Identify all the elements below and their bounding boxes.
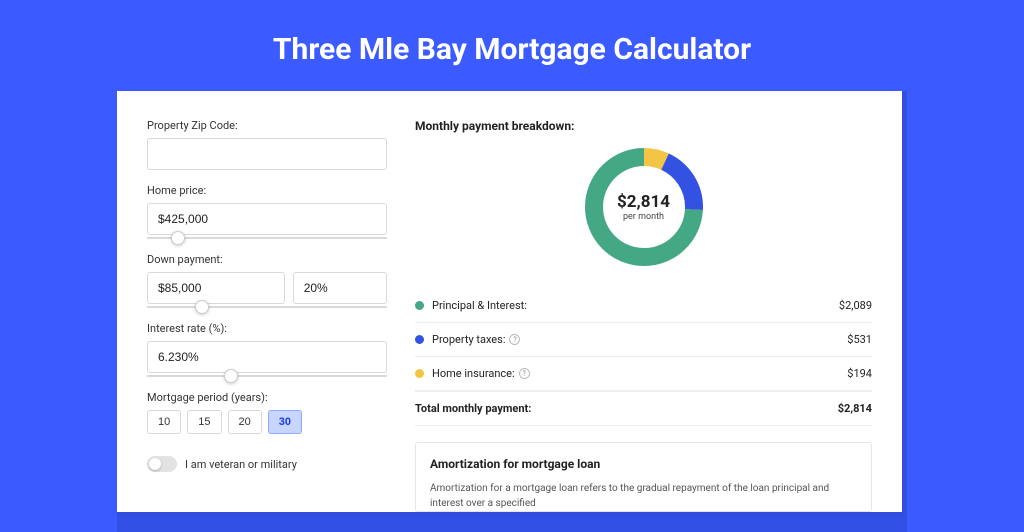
donut-wrap: $2,814 per month <box>415 145 872 269</box>
calculator-card: Property Zip Code: Home price: Down paym… <box>117 91 902 512</box>
interest-rate-slider-handle[interactable] <box>224 369 238 383</box>
mortgage-period-label: Mortgage period (years): <box>147 391 387 404</box>
mortgage-period-field-group: Mortgage period (years): 1015 2030 <box>147 391 387 434</box>
legend-dot-icon <box>415 301 424 310</box>
donut-center-amount: $2,814 <box>617 192 670 212</box>
legend-row-property_taxes: Property taxes: ?$531 <box>415 323 872 357</box>
home-price-field-group: Home price: <box>147 184 387 239</box>
info-icon[interactable]: ? <box>519 368 530 379</box>
home-price-input[interactable] <box>147 203 387 235</box>
amortization-panel: Amortization for mortgage loan Amortizat… <box>415 442 872 512</box>
veteran-toggle[interactable] <box>147 456 177 472</box>
payment-donut-chart: $2,814 per month <box>582 145 706 269</box>
info-icon[interactable]: ? <box>509 334 520 345</box>
legend-row-home_insurance: Home insurance: ?$194 <box>415 357 872 391</box>
home-price-slider[interactable] <box>147 237 387 239</box>
breakdown-column: Monthly payment breakdown: $2,814 per mo… <box>415 119 872 512</box>
mortgage-period-btn-30[interactable]: 30 <box>268 410 302 434</box>
down-payment-field-group: Down payment: <box>147 253 387 308</box>
breakdown-legend: Principal & Interest:$2,089Property taxe… <box>415 289 872 391</box>
home-price-label: Home price: <box>147 184 387 197</box>
down-payment-label: Down payment: <box>147 253 387 266</box>
legend-row-principal_interest: Principal & Interest:$2,089 <box>415 289 872 323</box>
legend-value: $194 <box>847 367 872 380</box>
donut-center: $2,814 per month <box>582 145 706 269</box>
mortgage-period-buttons: 1015 2030 <box>147 410 387 434</box>
amortization-title: Amortization for mortgage loan <box>430 457 857 471</box>
mortgage-period-btn-10[interactable]: 10 <box>147 410 181 434</box>
veteran-toggle-label: I am veteran or military <box>185 458 297 471</box>
zip-field-group: Property Zip Code: <box>147 119 387 170</box>
legend-dot-icon <box>415 335 424 344</box>
legend-value: $2,089 <box>839 299 872 312</box>
down-payment-input[interactable] <box>147 272 285 304</box>
total-value: $2,814 <box>838 402 872 415</box>
amortization-text: Amortization for a mortgage loan refers … <box>430 481 857 511</box>
mortgage-period-btn-20[interactable]: 20 <box>228 410 262 434</box>
interest-rate-label: Interest rate (%): <box>147 322 387 335</box>
legend-dot-icon <box>415 369 424 378</box>
zip-label: Property Zip Code: <box>147 119 387 132</box>
interest-rate-field-group: Interest rate (%): <box>147 322 387 377</box>
down-payment-slider-handle[interactable] <box>195 300 209 314</box>
down-payment-slider[interactable] <box>147 306 387 308</box>
home-price-slider-handle[interactable] <box>171 231 185 245</box>
breakdown-title: Monthly payment breakdown: <box>415 119 872 133</box>
page-title: Three Mle Bay Mortgage Calculator <box>0 0 1024 91</box>
mortgage-period-btn-15[interactable]: 15 <box>187 410 221 434</box>
legend-label: Home insurance: ? <box>432 367 847 380</box>
legend-value: $531 <box>847 333 872 346</box>
total-row: Total monthly payment: $2,814 <box>415 391 872 426</box>
legend-label: Property taxes: ? <box>432 333 847 346</box>
legend-label: Principal & Interest: <box>432 299 839 312</box>
down-payment-percent-input[interactable] <box>293 272 387 304</box>
zip-input[interactable] <box>147 138 387 170</box>
card-shadow: Property Zip Code: Home price: Down paym… <box>117 91 907 532</box>
total-label: Total monthly payment: <box>415 402 838 415</box>
form-column: Property Zip Code: Home price: Down paym… <box>147 119 387 512</box>
donut-center-sub: per month <box>623 212 664 222</box>
interest-rate-slider[interactable] <box>147 375 387 377</box>
veteran-toggle-row: I am veteran or military <box>147 456 387 472</box>
interest-rate-input[interactable] <box>147 341 387 373</box>
